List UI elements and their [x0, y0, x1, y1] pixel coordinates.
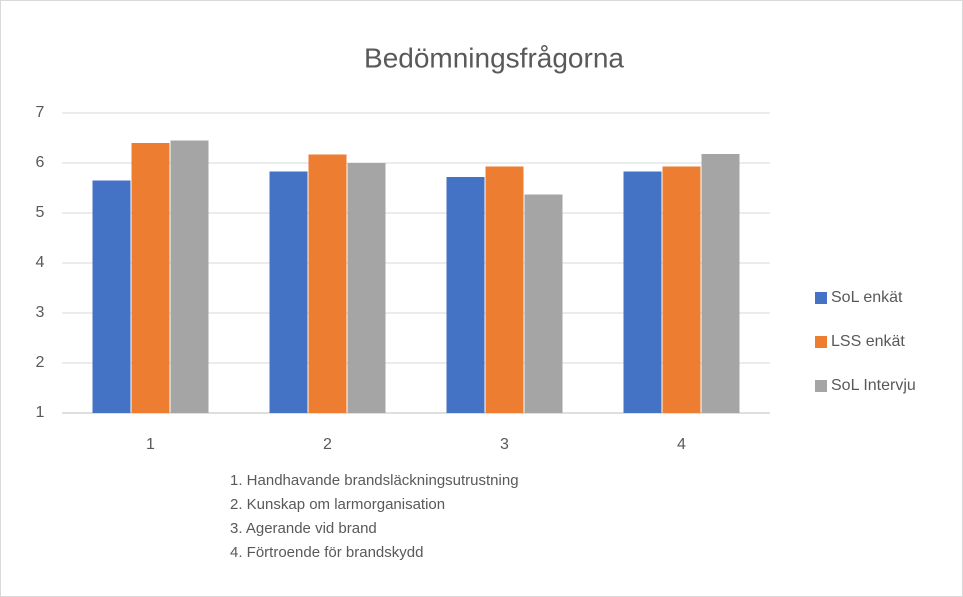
- legend-label: SoL enkät: [831, 289, 903, 306]
- x-tick-label: 3: [500, 436, 509, 453]
- chart-title: Bedömningsfrågorna: [364, 42, 624, 73]
- bar: [347, 163, 386, 413]
- y-tick-label: 7: [36, 104, 45, 121]
- y-tick-label: 3: [36, 304, 45, 321]
- legend-label: LSS enkät: [831, 333, 905, 350]
- y-tick-label: 2: [36, 354, 45, 371]
- bar: [170, 140, 209, 413]
- annotation: 3. Agerande vid brand: [230, 520, 377, 537]
- y-tick-label: 6: [36, 154, 45, 171]
- bar: [524, 194, 563, 413]
- x-tick-label: 1: [146, 436, 155, 453]
- bar: [485, 166, 524, 413]
- annotation: 2. Kunskap om larmorganisation: [230, 496, 445, 513]
- annotation: 4. Förtroende för brandskydd: [230, 544, 423, 561]
- bar: [131, 143, 170, 413]
- annotation: 1. Handhavande brandsläckningsutrustning: [230, 472, 519, 489]
- bar: [308, 154, 347, 413]
- legend-swatch: [815, 292, 827, 304]
- legend-label: SoL Intervju: [831, 377, 916, 394]
- x-tick-label: 2: [323, 436, 332, 453]
- bar: [701, 154, 740, 413]
- y-tick-label: 4: [36, 254, 45, 271]
- y-tick-label: 5: [36, 204, 45, 221]
- bar: [269, 171, 308, 413]
- y-tick-label: 1: [36, 404, 45, 421]
- bar: [92, 180, 131, 413]
- bar: [662, 166, 701, 413]
- legend-swatch: [815, 380, 827, 392]
- x-tick-label: 4: [677, 436, 686, 453]
- bar: [623, 171, 662, 413]
- legend-swatch: [815, 336, 827, 348]
- bar: [446, 177, 485, 413]
